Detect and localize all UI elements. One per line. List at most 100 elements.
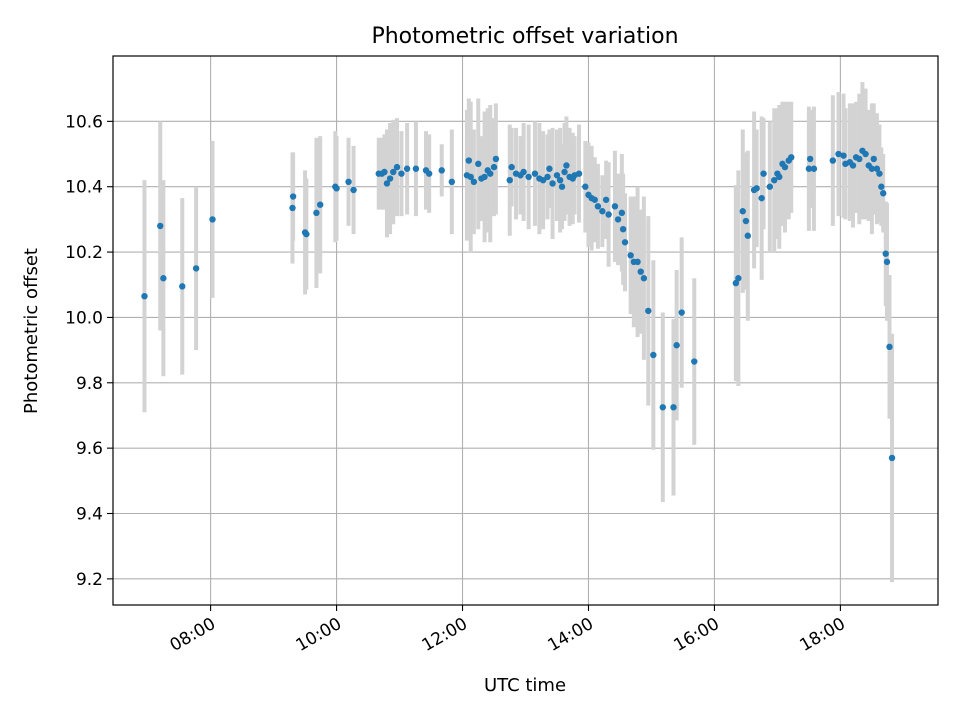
data-point <box>591 196 598 203</box>
data-point <box>888 454 896 462</box>
y-tick-label: 9.6 <box>76 439 103 459</box>
data-point <box>553 172 561 179</box>
data-point <box>621 239 629 246</box>
data-point <box>561 168 568 176</box>
data-point <box>781 163 789 171</box>
data-point <box>481 173 488 181</box>
data-point <box>563 162 570 169</box>
data-point <box>806 155 814 163</box>
data-point <box>157 222 164 230</box>
data-point <box>880 190 887 197</box>
data-point <box>470 178 478 186</box>
x-axis-label: UTC time <box>484 675 566 696</box>
data-point <box>558 183 566 190</box>
data-point <box>490 163 498 171</box>
data-point <box>868 165 876 172</box>
data-point <box>670 404 677 411</box>
data-point <box>531 170 539 177</box>
data-point <box>882 250 889 257</box>
y-tick-label: 9.8 <box>76 374 103 394</box>
y-tick-label: 9.2 <box>76 570 103 590</box>
data-point <box>345 178 352 186</box>
data-point <box>289 204 296 212</box>
data-point <box>313 209 320 217</box>
data-point <box>810 165 818 172</box>
data-point <box>350 186 357 194</box>
data-point <box>788 154 795 161</box>
data-point <box>758 194 765 202</box>
data-point <box>840 152 847 159</box>
data-point <box>398 170 405 177</box>
data-point <box>735 275 742 282</box>
data-point <box>539 176 547 184</box>
data-point <box>599 208 606 215</box>
data-point <box>383 180 391 187</box>
data-point <box>141 292 148 300</box>
data-point <box>744 232 752 239</box>
data-point <box>448 178 456 186</box>
y-tick-label: 10.0 <box>65 308 103 328</box>
data-point <box>835 150 842 158</box>
data-point <box>883 258 891 266</box>
data-point <box>386 175 394 182</box>
data-point <box>742 217 750 225</box>
data-point <box>316 201 324 208</box>
data-point <box>886 343 893 351</box>
data-point <box>549 180 556 187</box>
data-point <box>303 230 310 238</box>
data-point <box>506 176 513 184</box>
data-point <box>870 155 877 163</box>
data-point <box>659 404 666 411</box>
data-points <box>141 147 896 462</box>
data-point <box>544 173 551 181</box>
data-point <box>556 176 564 184</box>
data-point <box>640 275 648 282</box>
data-point <box>637 268 644 275</box>
data-point <box>673 342 680 349</box>
data-point <box>412 165 420 172</box>
data-point <box>771 176 778 184</box>
data-point <box>618 209 626 217</box>
data-point <box>602 196 610 203</box>
data-point <box>614 216 622 223</box>
data-point <box>438 167 445 174</box>
data-point <box>691 358 698 365</box>
data-point <box>403 165 411 172</box>
data-point <box>634 258 641 266</box>
data-point <box>876 170 883 177</box>
data-point <box>425 170 433 177</box>
data-point <box>160 275 167 282</box>
data-point <box>805 165 813 172</box>
data-point <box>619 225 627 233</box>
data-point <box>862 150 869 158</box>
y-tick-label: 10.2 <box>65 243 103 263</box>
data-point <box>487 170 494 177</box>
data-point <box>525 173 532 181</box>
data-point <box>645 307 652 315</box>
y-axis: 9.2 9.4 9.6 9.8 10.0 10.2 10.4 10.6 <box>65 112 113 590</box>
data-point <box>611 203 619 210</box>
data-point <box>829 157 837 164</box>
data-point <box>739 208 746 215</box>
data-point <box>546 165 553 172</box>
data-point <box>856 155 863 163</box>
data-point <box>192 265 200 272</box>
data-point <box>873 165 881 172</box>
data-point <box>627 252 634 259</box>
data-point <box>289 193 297 200</box>
data-point <box>849 162 857 169</box>
data-point <box>594 203 602 210</box>
plot-frame <box>112 55 939 606</box>
data-point <box>179 283 186 290</box>
data-point <box>475 160 482 168</box>
y-tick-label: 10.4 <box>65 178 103 198</box>
data-point <box>333 185 340 192</box>
data-point <box>582 183 589 190</box>
chart-title: Photometric offset variation <box>371 24 678 49</box>
data-point <box>381 168 388 176</box>
data-point <box>492 155 500 163</box>
data-point <box>878 183 885 190</box>
data-point <box>393 163 401 171</box>
data-point <box>575 170 583 177</box>
